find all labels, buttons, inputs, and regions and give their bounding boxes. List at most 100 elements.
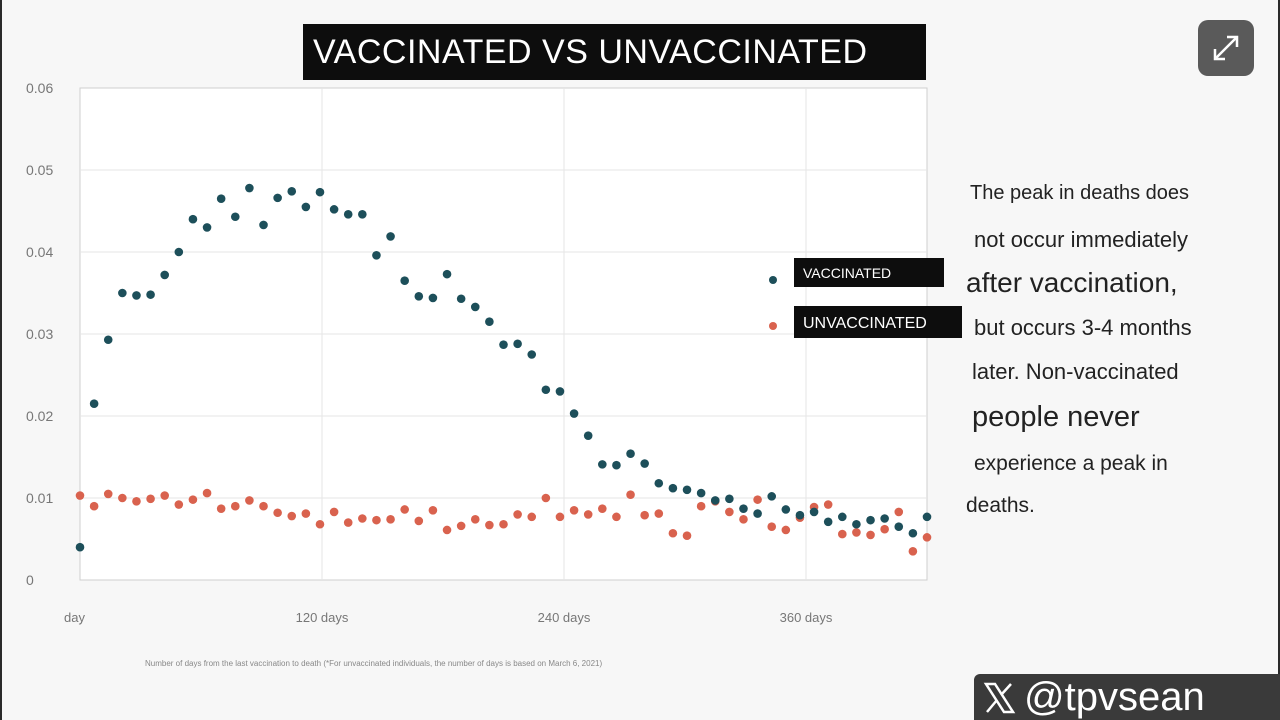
unvaccinated-point: [245, 496, 254, 505]
caption-line-1: The peak in deaths does: [970, 182, 1190, 204]
legend-unvaccinated-label: UNVACCINATED: [803, 315, 927, 332]
watermark: @tpvsean: [974, 674, 1280, 720]
x-tick-label: 120 days: [296, 610, 349, 625]
watermark-handle: @tpvsean: [1024, 675, 1205, 719]
vaccinated-point: [739, 504, 748, 513]
vaccinated-point: [880, 514, 889, 523]
vaccinated-point: [372, 250, 381, 260]
vaccinated-point: [146, 290, 155, 299]
vaccinated-point: [230, 212, 240, 222]
vaccinated-point: [428, 293, 438, 303]
vaccinated-point: [485, 317, 494, 327]
legend-vaccinated-marker: [769, 276, 777, 284]
legend-unvaccinated-box: [794, 306, 962, 338]
y-tick-label: 0.06: [26, 80, 53, 96]
unvaccinated-point: [188, 495, 198, 504]
unvaccinated-point: [230, 501, 240, 511]
unvaccinated-point: [75, 491, 85, 500]
unvaccinated-point: [880, 524, 889, 534]
unvaccinated-point: [583, 510, 593, 519]
unvaccinated-point: [89, 501, 99, 511]
unvaccinated-point: [372, 515, 381, 525]
unvaccinated-point: [781, 525, 791, 535]
vaccinated-point: [400, 276, 409, 286]
vaccinated-point: [626, 449, 635, 459]
unvaccinated-point: [654, 509, 664, 518]
unvaccinated-point: [753, 495, 762, 504]
unvaccinated-point: [414, 516, 424, 526]
vaccinated-point: [541, 385, 551, 395]
unvaccinated-point: [315, 519, 325, 529]
caption-line-5: later. Non-vaccinated: [972, 359, 1179, 384]
x-tick-label: day: [64, 610, 85, 625]
vaccinated-point: [470, 302, 480, 312]
vaccinated-point: [499, 340, 508, 349]
unvaccinated-point: [358, 514, 367, 523]
legend-vaccinated-box: [794, 258, 944, 287]
unvaccinated-point: [569, 506, 579, 515]
vaccinated-point: [682, 485, 692, 495]
unvaccinated-point: [202, 488, 212, 498]
unvaccinated-point: [259, 501, 268, 511]
vaccinated-point: [329, 205, 339, 214]
unvaccinated-point: [442, 525, 452, 535]
expand-icon: [1213, 35, 1239, 61]
unvaccinated-point: [725, 507, 734, 517]
frame-edge-right: [1278, 0, 1280, 720]
vaccinated-point: [725, 494, 734, 504]
vaccinated-point: [527, 350, 537, 359]
vaccinated-point: [908, 528, 918, 538]
unvaccinated-point: [555, 512, 565, 522]
vaccinated-point: [668, 483, 678, 493]
unvaccinated-point: [908, 547, 918, 556]
vaccinated-point: [414, 291, 424, 301]
x-tick-label: 360 days: [780, 610, 833, 625]
unvaccinated-point: [456, 521, 466, 531]
vaccinated-point: [569, 409, 579, 418]
vaccinated-point: [866, 515, 875, 525]
unvaccinated-point: [470, 515, 480, 524]
vaccinated-point: [343, 209, 353, 219]
vaccinated-point: [612, 460, 621, 470]
vaccinated-point: [245, 183, 254, 193]
unvaccinated-point: [174, 500, 184, 509]
unvaccinated-point: [118, 493, 127, 503]
unvaccinated-point: [866, 530, 875, 540]
caption-line-2: not occur immediately: [974, 227, 1188, 252]
y-tick-label: 0.04: [26, 244, 53, 260]
unvaccinated-point: [103, 489, 113, 499]
vaccinated-point: [132, 291, 141, 300]
unvaccinated-point: [428, 506, 438, 515]
unvaccinated-point: [146, 494, 155, 504]
caption-text: The peak in deaths does not occur immedi…: [966, 172, 1276, 518]
vaccinated-point: [555, 387, 565, 396]
vaccinated-point: [583, 431, 593, 440]
vaccinated-point: [753, 509, 762, 518]
vaccinated-point: [767, 492, 777, 501]
y-tick-label: 0: [26, 572, 34, 588]
unvaccinated-point: [696, 501, 706, 511]
unvaccinated-point: [739, 515, 748, 524]
vaccinated-point: [809, 507, 819, 517]
unvaccinated-point: [626, 490, 635, 500]
vaccinated-point: [442, 269, 452, 279]
x-axis-label: Number of days from the last vaccination…: [145, 659, 602, 668]
unvaccinated-point: [329, 507, 339, 517]
y-axis-ticks: 0 0.01 0.02 0.03 0.04 0.05 0.06: [26, 80, 53, 588]
vaccinated-point: [654, 478, 664, 488]
caption-line-3: after vaccination,: [966, 267, 1178, 298]
vaccinated-point: [174, 247, 184, 257]
unvaccinated-point: [767, 522, 777, 531]
unvaccinated-point: [612, 512, 621, 522]
vaccinated-point: [103, 335, 113, 345]
vaccinated-point: [852, 519, 861, 529]
legend-vaccinated-label: VACCINATED: [803, 265, 891, 281]
legend-unvaccinated-marker: [769, 322, 777, 330]
unvaccinated-point: [894, 507, 904, 517]
expand-button[interactable]: [1198, 20, 1254, 76]
unvaccinated-point: [852, 528, 861, 537]
unvaccinated-point: [922, 533, 932, 542]
vaccinated-point: [315, 187, 325, 197]
caption-line-7: experience a peak in: [974, 452, 1168, 475]
unvaccinated-point: [386, 515, 395, 524]
